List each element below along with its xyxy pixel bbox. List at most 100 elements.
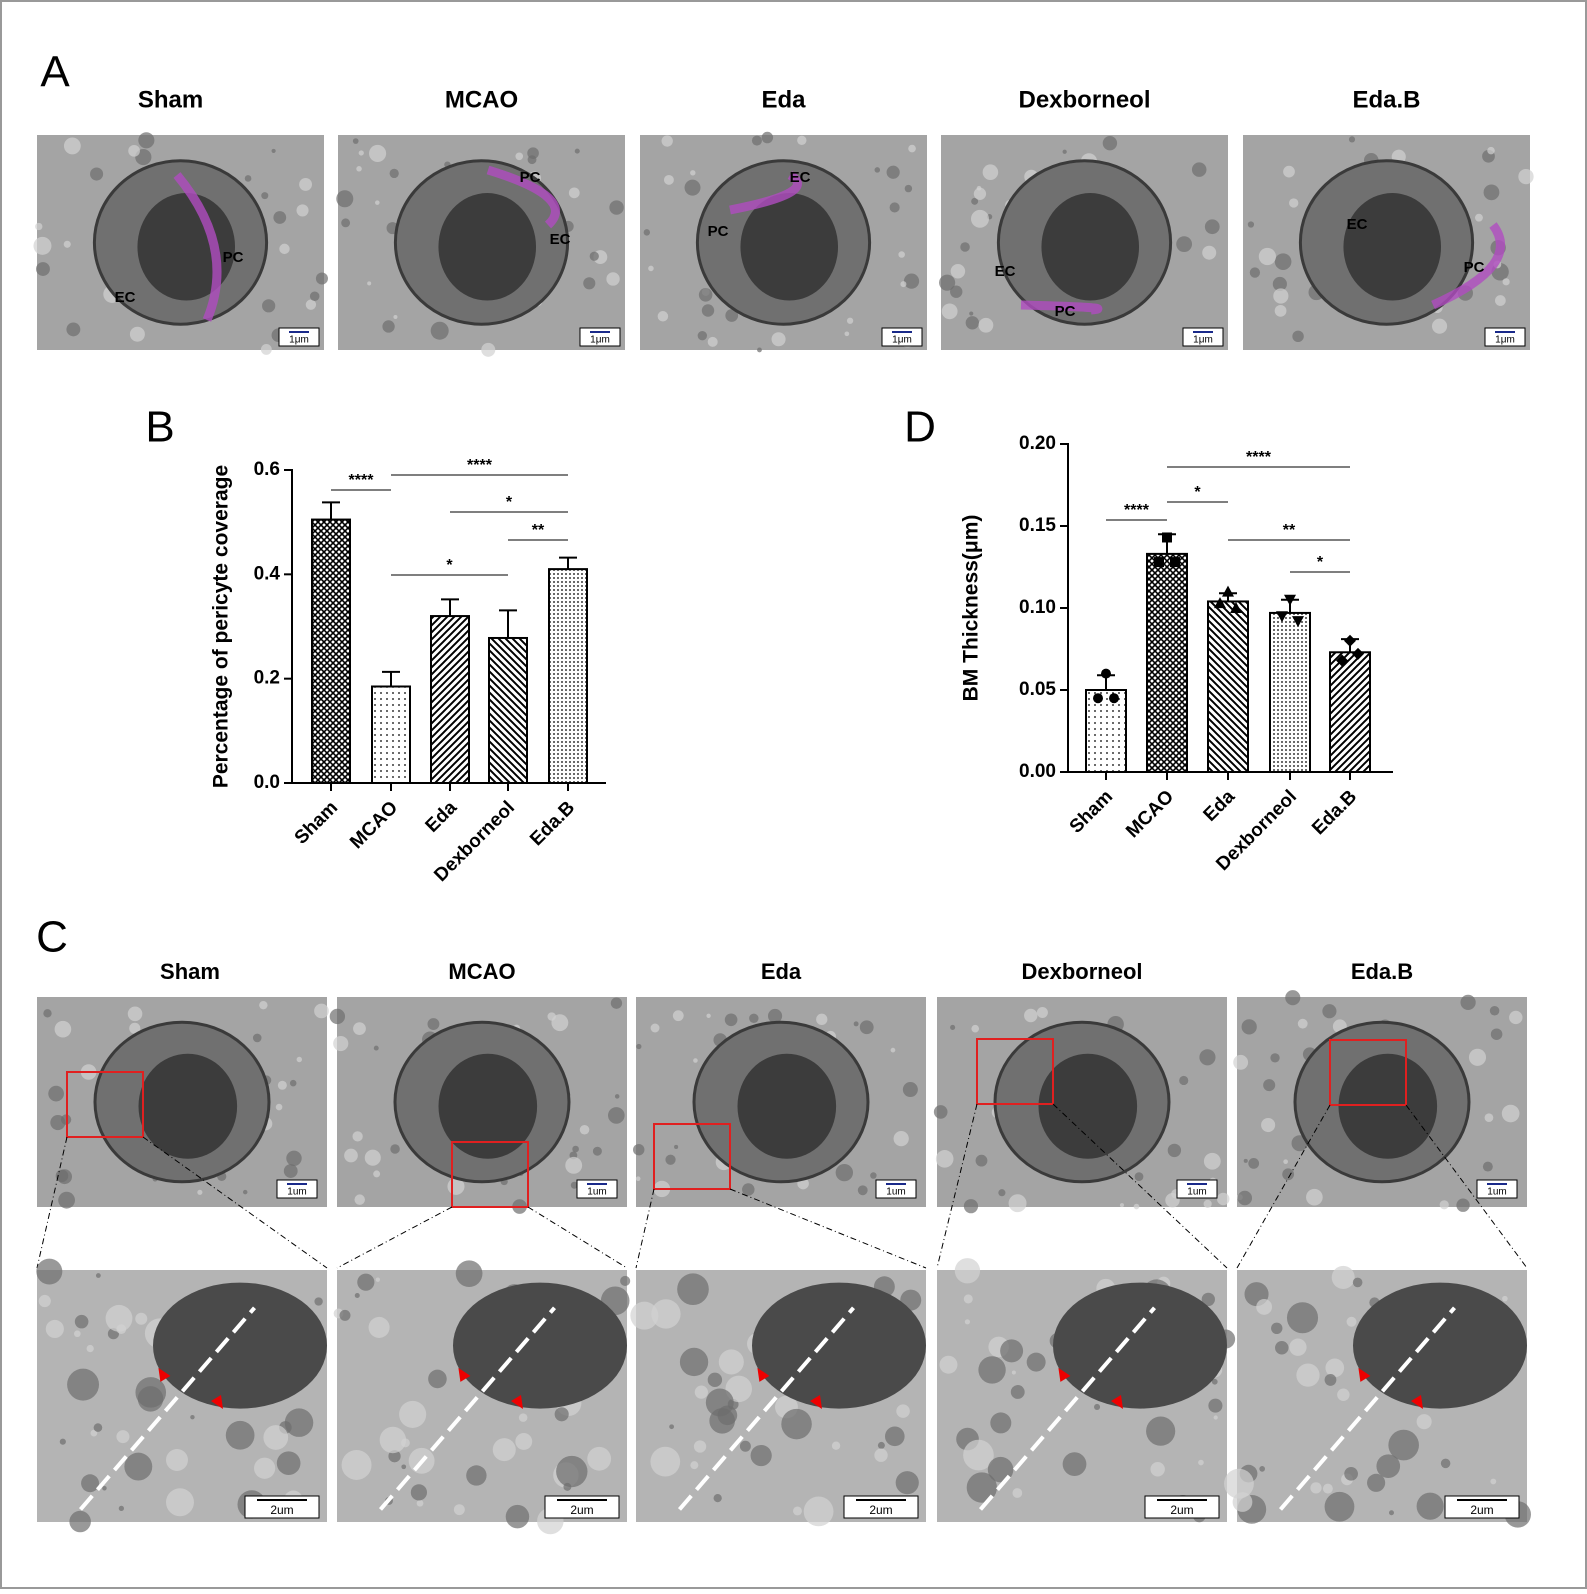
texture [965,316,980,330]
texture [771,332,786,347]
texture [904,184,913,193]
texture [608,1107,625,1124]
texture [1289,1338,1307,1356]
texture [1263,1079,1276,1092]
texture [352,138,359,144]
texture [1241,1019,1257,1035]
texture [1203,1152,1221,1170]
texture [263,1425,289,1450]
texture [684,179,701,196]
texture [1273,288,1289,304]
texture [262,299,276,313]
texture [63,137,81,155]
data-point [1170,557,1180,568]
bar [311,518,351,785]
texture [455,1260,483,1288]
texture [1376,1454,1401,1478]
scale-bar-label: 1um [1187,1187,1206,1198]
texture [1468,1048,1487,1066]
texture [725,1375,753,1403]
significance-label: ** [532,522,545,539]
scale-bar-label: 1um [1487,1187,1506,1198]
texture [844,331,850,337]
cell [153,1282,327,1409]
texture [66,322,81,337]
texture [399,1400,427,1428]
texture [954,1258,981,1284]
texture [971,197,979,205]
x-tick-label: Sham [1066,786,1117,837]
texture [963,1439,994,1471]
texture [661,135,673,147]
x-tick-label: Sham [291,797,342,848]
texture [635,1176,641,1181]
texture [1179,1075,1189,1086]
pericyte-highlight [486,165,560,229]
y-tick-label: 0.2 [254,668,280,689]
texture [73,1330,81,1338]
bar [1085,689,1127,773]
texture [289,1079,297,1087]
texture [971,1024,980,1033]
texture [1331,1265,1355,1289]
texture [663,174,674,185]
texture [197,1189,203,1195]
texture [935,1150,954,1168]
inset-box [653,1123,731,1190]
texture [1247,221,1255,228]
texture [43,1009,52,1018]
texture [1490,1478,1497,1485]
texture [679,1347,709,1377]
y-tick-label: 0.00 [1019,761,1056,782]
texture [314,1003,329,1019]
texture [190,1414,195,1420]
texture [261,192,269,200]
significance-label: * [446,557,453,574]
texture [657,311,669,322]
panel-title: Sham [160,959,220,984]
texture [1348,136,1356,143]
texture [1502,278,1510,286]
texture [315,272,328,285]
texture [1483,184,1500,201]
texture [481,342,496,357]
texture [610,997,623,1009]
scale-bar-label: 2um [869,1503,892,1517]
texture [831,1441,841,1450]
bar [1207,600,1249,773]
cell-annotation: PC [223,249,244,266]
texture [1306,1188,1323,1206]
texture [846,317,854,324]
texture [900,281,907,288]
texture [1203,1199,1212,1208]
texture [1271,1322,1283,1334]
texture [749,1013,759,1024]
cell-annotation: EC [1347,216,1368,233]
texture [129,326,145,342]
texture [669,1424,675,1430]
x-tick-label: Eda [422,797,462,837]
texture [305,299,317,310]
texture [674,1144,679,1149]
panel-title: Dexborneol [1018,86,1150,113]
texture [697,330,708,341]
membrane [378,1306,557,1511]
inset-connector [336,1206,628,1269]
texture [339,1309,351,1321]
texture [389,168,399,179]
texture [356,166,362,172]
texture [698,288,713,302]
scale-bar-label: 2um [270,1503,293,1517]
lumen [138,1053,238,1159]
texture [1292,330,1304,343]
texture [572,1145,579,1153]
cell-annotation: EC [995,263,1016,280]
lumen [1343,193,1442,301]
texture [1487,146,1495,155]
texture [1243,1158,1248,1163]
texture [963,1199,979,1214]
texture [86,1344,94,1353]
texture [353,1022,366,1035]
texture [1010,1385,1025,1399]
